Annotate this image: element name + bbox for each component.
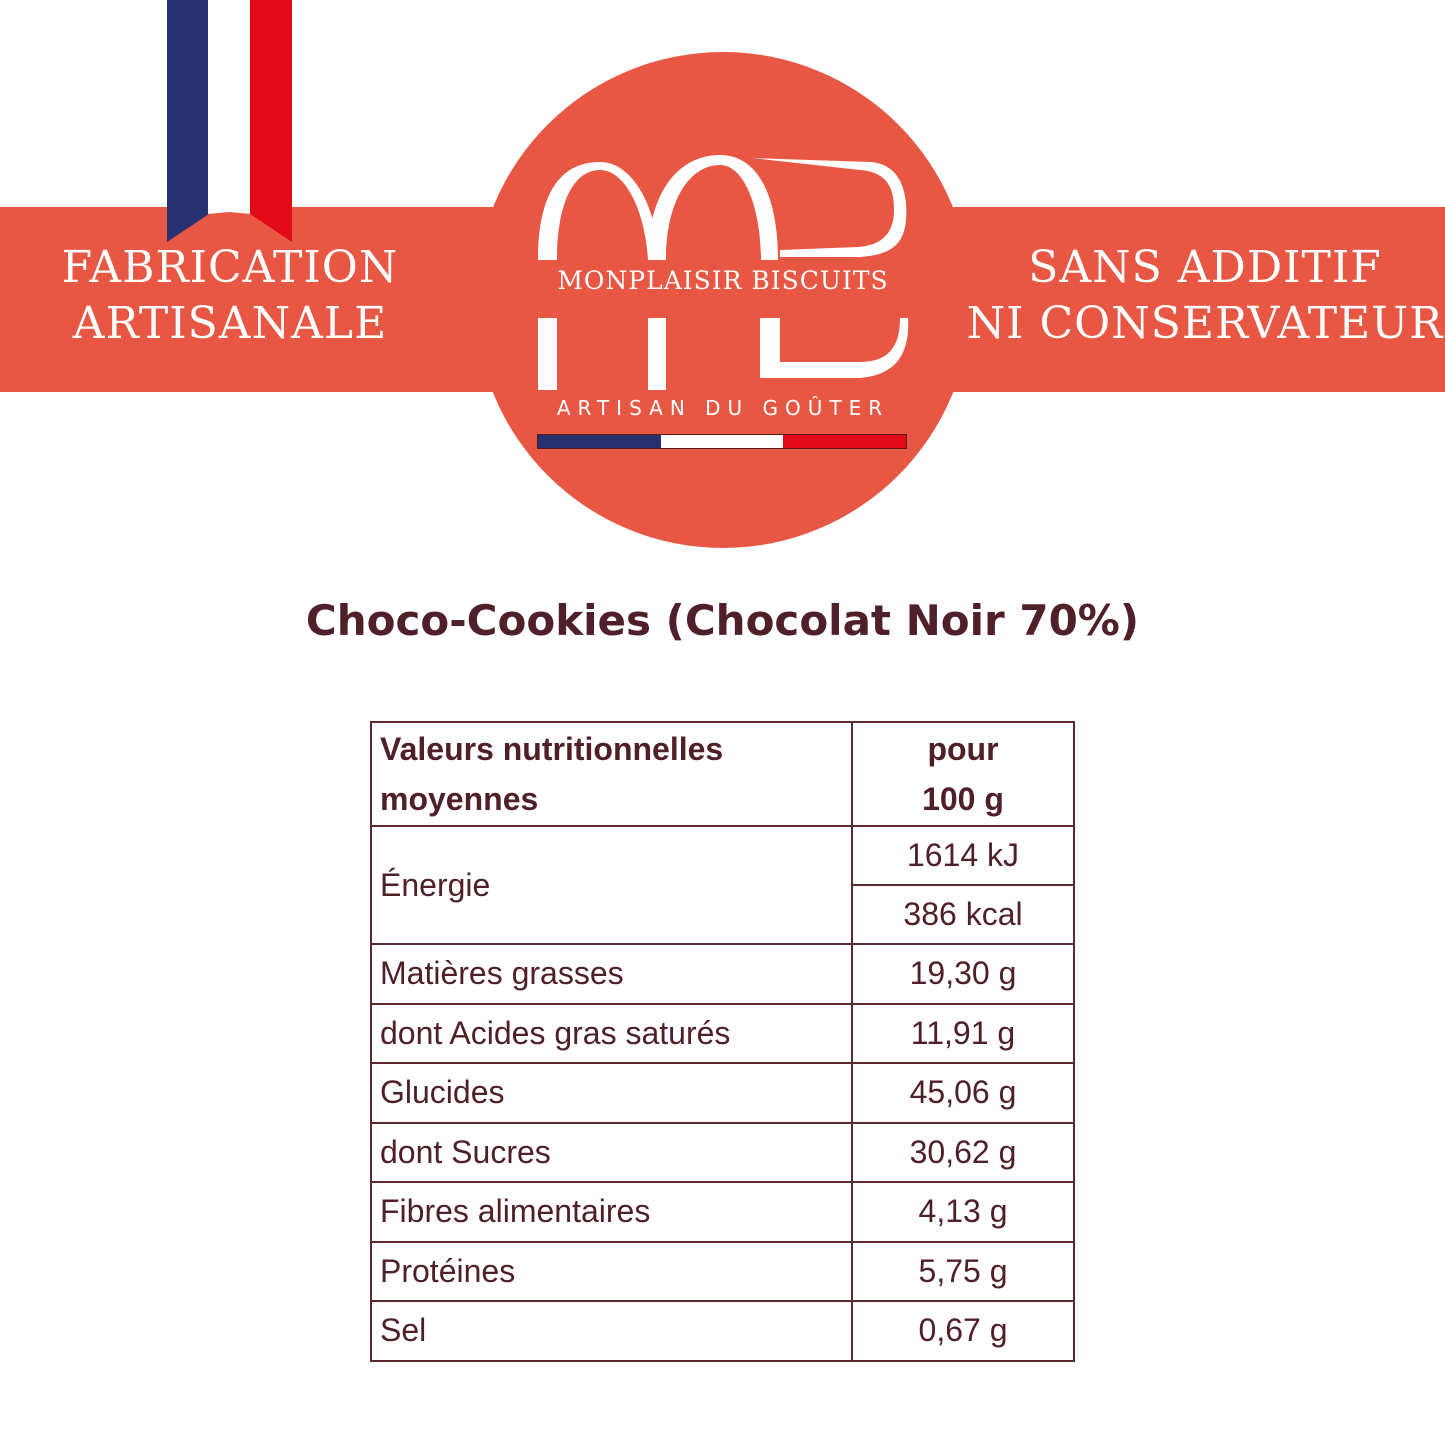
table-row: Matières grasses 19,30 g: [370, 943, 1075, 1005]
claim-line: NI CONSERVATEUR: [966, 298, 1444, 349]
table-header-row: Valeurs nutritionnelles moyennes pour 100 …: [370, 721, 1075, 827]
table-row-energy-kcal: 386 kcal: [371, 884, 1075, 945]
nutrient-value: 11,91 g: [851, 1002, 1075, 1064]
table-row: dont Sucres 30,62 g: [370, 1121, 1075, 1183]
header-label: Valeurs nutritionnelles moyennes: [370, 721, 853, 827]
table-row: Glucides 45,06 g: [370, 1062, 1075, 1124]
table-row: Fibres alimentaires 4,13 g: [370, 1181, 1075, 1243]
nutrient-value: 4,13 g: [851, 1181, 1075, 1243]
table-row-energy: Énergie 1614 kJ: [370, 825, 1075, 945]
energy-label: Énergie: [370, 825, 853, 945]
tricolor-stripe: [537, 434, 907, 449]
brand-tagline: ARTISAN DU GOÛTER: [556, 396, 890, 420]
nutrient-value: 45,06 g: [851, 1062, 1075, 1124]
claim-no-additives: SANS ADDITIF NI CONSERVATEUR: [965, 240, 1445, 352]
product-title: Choco-Cookies (Chocolat Noir 70%): [305, 596, 1140, 645]
french-flag-ribbon-front: [167, 0, 292, 242]
table-row: dont Acides gras saturés 11,91 g: [370, 1002, 1075, 1064]
nutrient-value: 5,75 g: [851, 1240, 1075, 1302]
logo-circle: [475, 52, 971, 548]
mb-monogram-logo: [538, 155, 909, 390]
table-row: Sel 0,67 g: [370, 1300, 1075, 1362]
nutrient-label: dont Acides gras saturés: [370, 1002, 853, 1064]
claim-handmade: FABRICATION ARTISANALE: [40, 240, 420, 352]
nutrient-label: Glucides: [370, 1062, 853, 1124]
nutrient-value: 0,67 g: [851, 1300, 1075, 1362]
nutrient-label: Fibres alimentaires: [370, 1181, 853, 1243]
nutrient-value: 30,62 g: [851, 1121, 1075, 1183]
energy-kj: 1614 kJ: [851, 825, 1075, 886]
energy-kcal: 386 kcal: [851, 884, 1075, 945]
brand-name: MONPLAISIR BISCUITS: [557, 266, 889, 295]
nutrient-label: Sel: [370, 1300, 853, 1362]
nutrient-label: dont Sucres: [370, 1121, 853, 1183]
header-value: pour 100 g: [851, 721, 1075, 827]
table-row: Protéines 5,75 g: [370, 1240, 1075, 1302]
nutrient-label: Protéines: [370, 1240, 853, 1302]
claim-line: ARTISANALE: [72, 298, 388, 349]
nutrition-table: Valeurs nutritionnelles moyennes pour 100 …: [370, 721, 1075, 1362]
nutrient-label: Matières grasses: [370, 943, 853, 1005]
claim-line: SANS ADDITIF: [1028, 242, 1382, 293]
nutrient-value: 19,30 g: [851, 943, 1075, 1005]
claim-line: FABRICATION: [61, 242, 399, 293]
